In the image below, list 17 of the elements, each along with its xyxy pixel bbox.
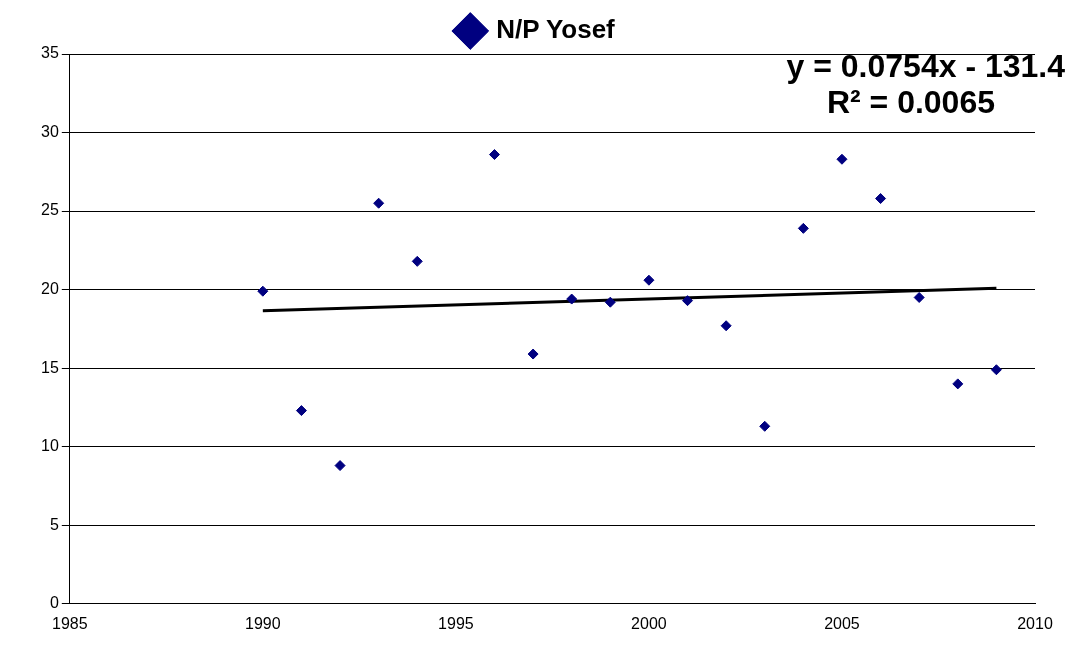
- y-tick-label: 35: [41, 44, 59, 62]
- x-tick-label: 1990: [245, 614, 281, 632]
- annotation: R² = 0.0065: [826, 83, 995, 120]
- annotation: y = 0.0754x - 131.4: [786, 47, 1066, 84]
- y-tick-label: 30: [41, 122, 59, 140]
- y-tick-label: 5: [49, 515, 59, 533]
- y-tick-label: 0: [49, 594, 59, 612]
- y-tick-label: 25: [41, 201, 59, 219]
- x-tick-label: 1995: [438, 614, 474, 632]
- x-tick-label: 1985: [52, 614, 88, 632]
- x-tick-label: 2010: [1017, 614, 1053, 632]
- y-tick-label: 15: [41, 358, 59, 376]
- y-tick-label: 10: [41, 437, 59, 455]
- x-tick-label: 2000: [631, 614, 667, 632]
- legend-label: N/P Yosef: [496, 14, 616, 45]
- x-tick-label: 2005: [824, 614, 860, 632]
- y-tick-label: 20: [41, 280, 59, 298]
